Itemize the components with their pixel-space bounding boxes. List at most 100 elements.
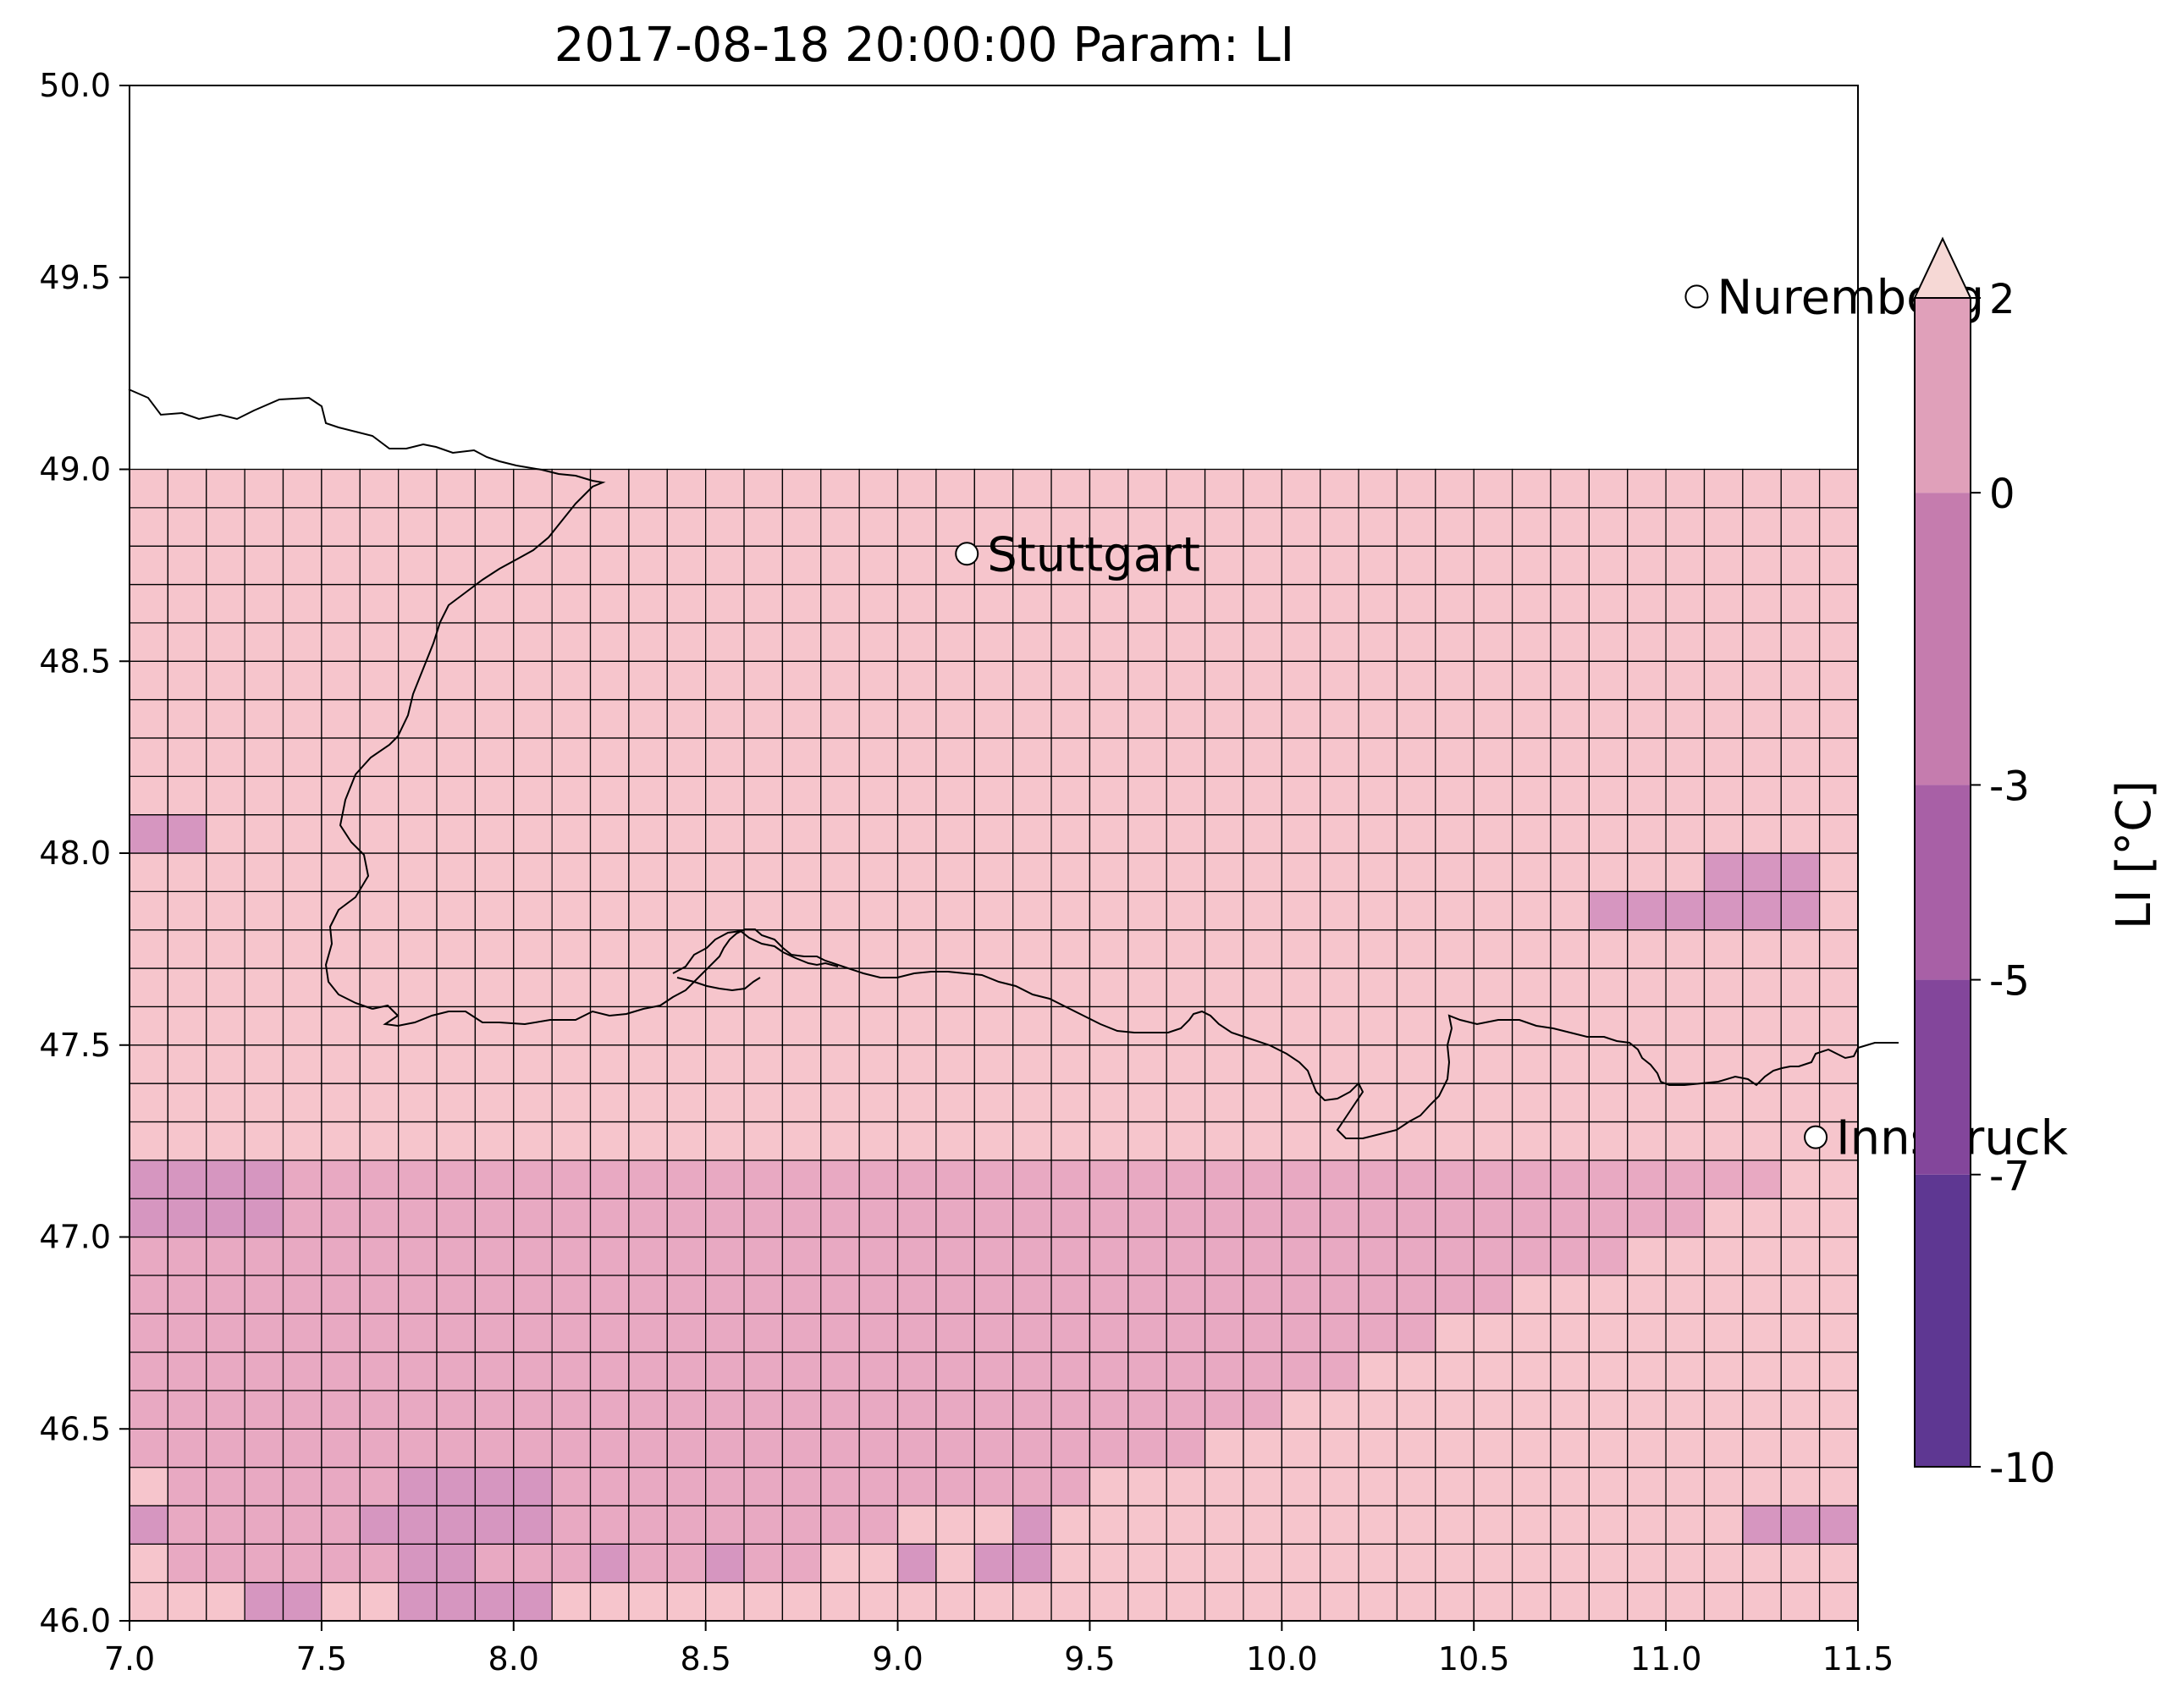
grid-cell [628,1505,668,1545]
grid-cell [1281,1160,1321,1199]
grid-cell [1550,737,1590,777]
grid-cell [1127,468,1167,509]
grid-cell [896,1543,937,1584]
grid-cell [206,1582,245,1622]
grid-cell [781,1428,822,1468]
grid-cell [1742,967,1782,1008]
grid-cell [1320,698,1359,739]
grid-cell [1320,1466,1359,1507]
grid-cell [1473,1505,1513,1545]
grid-cell [1511,1160,1552,1199]
grid-cell [1320,1236,1359,1276]
grid-cell [666,468,707,509]
grid-cell [1089,775,1129,816]
x-tick-label: 10.5 [1438,1640,1510,1678]
grid-cell [1127,775,1167,816]
grid-cell [589,775,630,816]
grid-cell [1550,1351,1590,1391]
grid-cell [474,660,515,701]
grid-cell [1127,698,1167,739]
grid-cell [1320,1428,1359,1468]
grid-cell [1435,1582,1475,1622]
grid-cell [1012,1466,1052,1507]
grid-cell [1627,1198,1667,1238]
grid-cell [282,1083,322,1123]
grid-cell [1050,583,1091,624]
grid-cell [167,1428,207,1468]
grid-cell [1665,967,1706,1008]
grid-cell [1665,1083,1706,1123]
grid-cell [1435,1083,1475,1123]
grid-cell [935,1160,975,1199]
grid-cell [1089,1351,1129,1391]
grid-cell [1473,737,1513,777]
grid-cell [1396,737,1436,777]
grid-cell [244,622,284,662]
grid-cell [397,1582,438,1622]
grid-cell [1588,852,1629,892]
grid-cell [1511,660,1552,701]
grid-cell [1665,1121,1706,1161]
grid-cell [1281,698,1321,739]
grid-cell [1473,814,1513,854]
grid-cell [781,468,822,509]
grid-cell [935,814,975,854]
grid-cell [1627,1236,1667,1276]
grid-cell [1396,1543,1436,1584]
grid-cell [1511,1275,1552,1314]
grid-cell [1742,890,1782,931]
grid-cell [1050,1428,1091,1468]
grid-cell [628,1351,668,1391]
grid-cell [1243,814,1282,854]
grid-cell [551,1006,592,1046]
grid-cell [1281,1121,1321,1161]
grid-cell [359,1275,400,1314]
grid-cell [858,583,899,624]
grid-cell [1127,545,1167,586]
grid-cell [397,622,438,662]
grid-cell [474,545,515,586]
grid-cell [1435,660,1475,701]
grid-cell [129,1505,169,1545]
grid-cell [1204,583,1244,624]
grid-cell [551,1390,592,1430]
grid-cell [1703,1582,1744,1622]
grid-cell [628,468,668,509]
grid-cell [1358,967,1398,1008]
grid-cell [436,1236,477,1276]
grid-cell [858,1505,899,1545]
grid-cell [206,1198,245,1238]
grid-cell [1627,737,1667,777]
grid-cell [436,1083,477,1123]
grid-cell [1204,1006,1244,1046]
grid-cell [1204,1160,1244,1199]
grid-cell [1627,775,1667,816]
grid-cell [513,1428,553,1468]
grid-cell [1511,1313,1552,1353]
grid-cell [628,1428,668,1468]
grid-cell [1050,852,1091,892]
grid-cell [1550,1006,1590,1046]
grid-cell [589,1582,630,1622]
grid-cell [628,1083,668,1123]
grid-cell [743,1505,784,1545]
grid-cell [1127,814,1167,854]
grid-cell [1204,1236,1244,1276]
grid-cell [321,1582,361,1622]
grid-cell [1281,1236,1321,1276]
grid-cell [1435,890,1475,931]
grid-cell [1435,1275,1475,1314]
grid-cell [1396,1083,1436,1123]
grid-cell [551,1198,592,1238]
grid-cell [1511,583,1552,624]
grid-cell [1742,583,1782,624]
grid-cell [1550,1160,1590,1199]
grid-cell [1127,1428,1167,1468]
grid-cell [1166,1313,1206,1353]
grid-cell [1358,737,1398,777]
grid-cell [935,1121,975,1161]
grid-cell [743,468,784,509]
grid-cell [1511,929,1552,969]
grid-cell [1780,1236,1821,1276]
grid-cell [1396,814,1436,854]
